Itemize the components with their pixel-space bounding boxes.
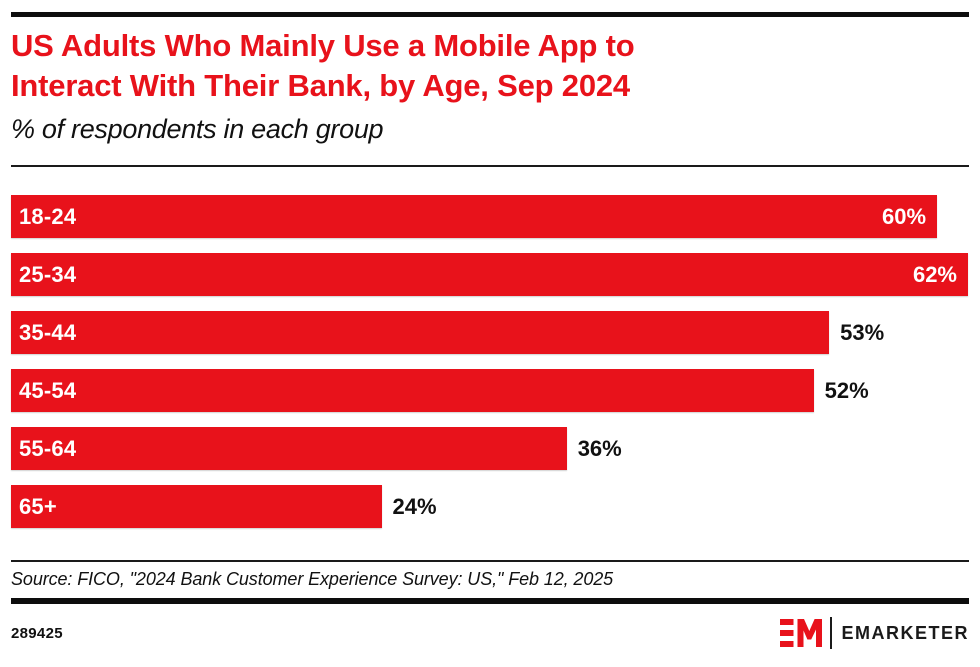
chart-title: US Adults Who Mainly Use a Mobile App to… (11, 26, 969, 106)
bar-18-24: 18-24 60% (11, 195, 938, 238)
bar-35-44: 35-44 (11, 311, 830, 354)
bar-row: 35-44 53% (11, 311, 969, 354)
bar-45-54: 45-54 (11, 369, 814, 412)
chart-id: 289425 (11, 624, 63, 642)
age-label: 35-44 (19, 319, 77, 345)
age-label: 65+ (19, 493, 57, 519)
value-label: 62% (912, 261, 957, 287)
chart-subtitle: % of respondents in each group (11, 114, 384, 144)
bar-55-64: 55-64 (11, 427, 567, 470)
age-label: 25-34 (19, 261, 77, 287)
bar-65+: 65+ (11, 485, 382, 528)
bar-25-34: 25-34 62% (11, 253, 968, 296)
bar-row: 45-54 52% (11, 369, 969, 412)
source-note: Source: FICO, "2024 Bank Customer Experi… (11, 569, 614, 589)
footer-divider-line (11, 560, 969, 562)
age-label: 55-64 (19, 435, 77, 461)
value-label: 53% (840, 319, 885, 345)
value-label: 36% (577, 435, 622, 461)
age-label: 18-24 (19, 203, 77, 229)
chart-page: US Adults Who Mainly Use a Mobile App to… (0, 12, 980, 667)
age-label: 45-54 (19, 377, 77, 403)
bar-row: 18-24 60% (11, 195, 969, 238)
brand-lockup: EMARKETER (780, 617, 969, 649)
top-accent-bar (11, 12, 969, 17)
brand-divider (830, 617, 833, 649)
chart-title-line2: Interact With Their Bank, by Age, Sep 20… (11, 68, 630, 103)
value-label: 60% (882, 203, 927, 229)
bar-row: 65+ 24% (11, 485, 969, 528)
footer-row: 289425 EMARKETER (11, 617, 969, 649)
value-label: 52% (824, 377, 869, 403)
bar-chart: 18-24 60% 25-34 62% 35-44 53% 45-54 52% 55-64 36%… (11, 195, 969, 528)
bottom-accent-bar (11, 598, 969, 604)
header-divider-line (11, 165, 969, 167)
chart-title-line1: US Adults Who Mainly Use a Mobile App to (11, 28, 635, 63)
brand-wordmark: EMARKETER (841, 622, 969, 643)
value-label: 24% (392, 493, 437, 519)
bar-row: 25-34 62% (11, 253, 969, 296)
emarketer-logo-icon (780, 619, 823, 647)
bar-row: 55-64 36% (11, 427, 969, 470)
